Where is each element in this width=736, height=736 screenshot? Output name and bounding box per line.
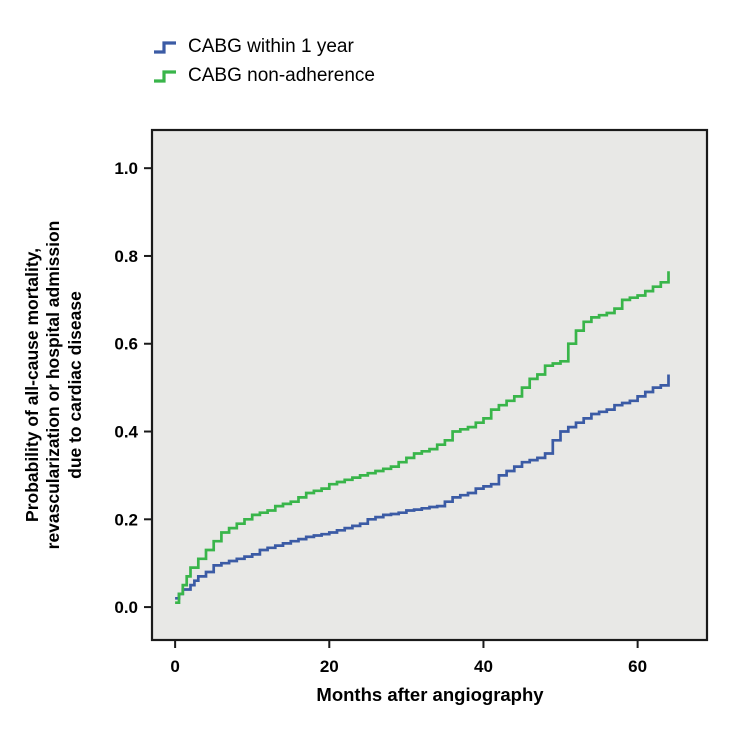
y-axis-title-line: due to cardiac disease [64, 291, 85, 479]
plot-border [150, 128, 709, 642]
chart-svg: 0.0 0.2 0.4 0.6 0.8 1.0 0 20 40 60 [114, 128, 709, 676]
legend-item-cabg-within-1-year: CABG within 1 year [152, 36, 375, 58]
x-axis-title: Months after angiography [316, 684, 544, 705]
y-axis-title: Probability of all-cause mortality, reva… [22, 130, 98, 640]
x-tick-label: 20 [320, 657, 339, 676]
legend-item-cabg-non-adherence: CABG non-adherence [152, 65, 375, 87]
plot-background [152, 130, 707, 640]
chart-legend: CABG within 1 year CABG non-adherence [152, 36, 375, 87]
step-line-marker-icon [154, 69, 176, 83]
plot-region: 0.0 0.2 0.4 0.6 0.8 1.0 0 20 40 60 [100, 120, 720, 690]
y-tick-label: 0.2 [114, 510, 138, 529]
y-tick-label: 0.4 [114, 423, 138, 442]
step-line-marker-icon [154, 40, 176, 54]
y-tick-label: 0.8 [114, 247, 138, 266]
x-tick-label: 60 [628, 657, 647, 676]
y-tick-label: 0.0 [114, 598, 138, 617]
x-tick-label: 40 [474, 657, 493, 676]
legend-label: CABG non-adherence [188, 65, 375, 86]
x-tick-label: 0 [170, 657, 179, 676]
legend-label: CABG within 1 year [188, 36, 354, 57]
y-tick-label: 0.6 [114, 335, 138, 354]
step-series-cabg-within-1-year [175, 374, 670, 600]
y-tick-label: 1.0 [114, 159, 138, 178]
y-axis-title-line: revascularization or hospital admission [43, 220, 64, 550]
y-axis-title-line: Probability of all-cause mortality, [22, 248, 42, 522]
step-series-cabg-non-adherence [175, 271, 670, 605]
